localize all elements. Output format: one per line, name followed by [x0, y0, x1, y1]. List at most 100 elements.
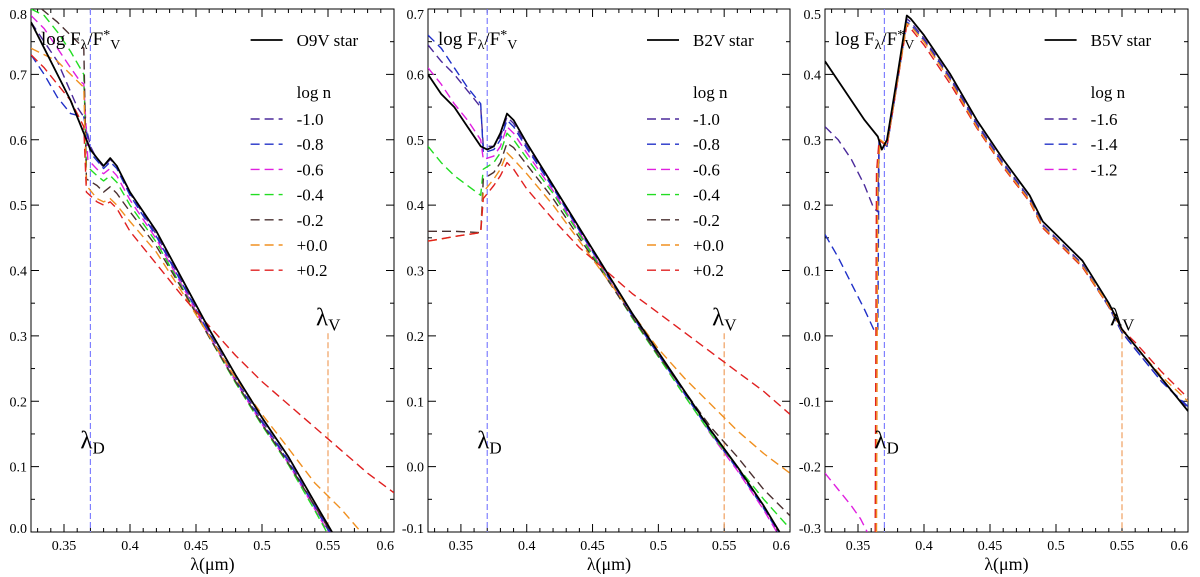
series-line-b5v-star — [825, 14, 1188, 412]
lambda-d-label: λD — [874, 427, 898, 457]
y-tick-label: 0.8 — [10, 8, 28, 23]
y-axis-title: log Fλ/F*V — [438, 28, 517, 53]
legend-entry: +0.2 — [297, 261, 328, 280]
y-tick-label: -0.1 — [402, 522, 424, 537]
y-tick-label: 0.6 — [407, 68, 425, 83]
legend-entry: -0.2 — [693, 211, 720, 230]
legend-entry: -0.2 — [297, 211, 324, 230]
panel-b2v: 0.35 0.4 0.45 0.5 0.55 0.6 -0.1 0.0 0.1 0.2 0.3 0.4… — [402, 8, 791, 575]
legend-entry: -0.8 — [693, 135, 720, 154]
x-tick-label: 0.5 — [253, 539, 271, 554]
series-line-b2v-logn-p0_0 — [428, 152, 790, 474]
y-tick-label: 0.5 — [804, 8, 822, 23]
x-tick-label: 0.5 — [1047, 539, 1065, 554]
lambda-d-label: λD — [477, 427, 501, 457]
legend-entry: +0.2 — [693, 261, 724, 280]
y-tick-label: 0.4 — [407, 199, 425, 214]
y-tick-label: 0.0 — [407, 461, 425, 476]
series-line-b5v-logn-orangemextra — [875, 22, 1188, 532]
legend-star-label: O9V star — [297, 31, 359, 50]
series-line-b5v-logn-redmextra — [874, 24, 1188, 532]
y-axis-title: log Fλ/F*V — [41, 28, 120, 53]
x-tick-label: 0.55 — [712, 539, 737, 554]
y-tick-label: 0.0 — [10, 522, 28, 537]
x-axis-title: λ(μm) — [587, 554, 631, 575]
legend-title: log n — [1091, 83, 1126, 102]
x-tick-label: 0.45 — [184, 539, 209, 554]
series-line-b2v-logn-m0_4 — [428, 132, 790, 530]
legend-entry: -0.6 — [693, 160, 720, 179]
y-tick-label: -0.3 — [799, 522, 821, 537]
legend-entry: -1.0 — [297, 110, 324, 129]
series-line-b5v-logn-m1_6 — [825, 18, 1188, 409]
x-tick-label: 0.55 — [1110, 539, 1135, 554]
x-tick-label: 0.6 — [773, 539, 791, 554]
legend-title: log n — [297, 83, 332, 102]
y-tick-label: 0.1 — [804, 265, 822, 280]
legend-title: log n — [693, 83, 728, 102]
lambda-d-label: λD — [80, 427, 104, 457]
y-tick-label: 0.1 — [10, 461, 28, 476]
legend-entry: -0.4 — [693, 186, 720, 205]
y-tick-label: 0.3 — [10, 330, 28, 345]
x-tick-label: 0.35 — [52, 539, 77, 554]
series-line-o9v-logn-m0_2 — [41, 9, 332, 532]
series-line-o9v-logn-p0_0 — [31, 47, 362, 532]
x-tick-label: 0.55 — [316, 539, 341, 554]
x-axis-title: λ(μm) — [190, 554, 234, 575]
y-axis-title: log Fλ/F*V — [835, 28, 914, 53]
y-tick-label: 0.6 — [10, 134, 28, 149]
x-tick-label: 0.6 — [1171, 539, 1189, 554]
legend-star-label: B5V star — [1091, 31, 1152, 50]
y-tick-label: 0.3 — [804, 134, 822, 149]
x-tick-label: 0.45 — [580, 539, 605, 554]
x-tick-label: 0.4 — [518, 539, 536, 554]
y-tick-label: 0.1 — [407, 395, 425, 410]
legend-entry: -1.0 — [693, 110, 720, 129]
series-line-b2v-logn-p0_2 — [428, 161, 790, 415]
series-line-b2v-logn-m0_2 — [428, 142, 790, 517]
series-line-b2v-logn-m0_8 — [428, 34, 779, 532]
lambda-v-label: λV — [712, 304, 737, 334]
series-line-o9v-logn-m0_4 — [31, 9, 328, 532]
y-tick-label: -0.2 — [799, 461, 821, 476]
x-tick-label: 0.35 — [449, 539, 474, 554]
x-tick-label: 0.35 — [846, 539, 871, 554]
series-line-b5v-logn-m1_2 — [825, 472, 868, 532]
legend-entry: -0.6 — [297, 160, 324, 179]
series-line-o9v-logn-m0_8 — [31, 54, 330, 532]
lambda-v-label: λV — [316, 304, 341, 334]
legend-entry: -1.6 — [1091, 110, 1118, 129]
series-line-b2v-star — [428, 73, 781, 532]
lambda-v-label: λV — [1110, 304, 1135, 334]
y-tick-label: 0.4 — [804, 68, 822, 83]
y-tick-label: 0.5 — [10, 199, 28, 214]
y-tick-label: 0.2 — [804, 199, 822, 214]
y-tick-label: 0.5 — [407, 134, 425, 149]
legend-entry: +0.0 — [693, 236, 724, 255]
legend-star-label: B2V star — [693, 31, 754, 50]
y-tick-label: 0.2 — [10, 395, 28, 410]
legend-entry: -1.2 — [1091, 160, 1118, 179]
series-line-b2v-logn-m1_0 — [428, 44, 781, 532]
x-tick-label: 0.5 — [650, 539, 668, 554]
x-axis-title: λ(μm) — [984, 554, 1028, 575]
x-tick-label: 0.4 — [121, 539, 139, 554]
y-tick-label: 0.0 — [804, 330, 822, 345]
x-tick-label: 0.6 — [377, 539, 395, 554]
x-tick-label: 0.4 — [915, 539, 933, 554]
x-tick-label: 0.45 — [978, 539, 1003, 554]
legend-entry: -0.4 — [297, 186, 324, 205]
y-tick-label: 0.2 — [407, 330, 425, 345]
series-line-o9v-star — [31, 21, 333, 532]
legend-entry: +0.0 — [297, 236, 328, 255]
panel-o9v: 0.35 0.4 0.45 0.5 0.55 0.6 0.0 0.1 0.2 0.3 0.4 0.5 0… — [10, 8, 395, 575]
legend-entry: -1.4 — [1091, 135, 1118, 154]
y-tick-label: 0.7 — [10, 68, 28, 83]
series-line-b5v-logn-m1_4 — [825, 21, 1188, 408]
y-tick-label: 0.7 — [407, 8, 425, 23]
y-tick-label: 0.4 — [10, 265, 28, 280]
panel-b5v: 0.35 0.4 0.45 0.5 0.55 0.6 -0.3 -0.2 -0.1 0.0 0.1 0… — [799, 8, 1189, 575]
y-tick-label: -0.1 — [799, 395, 821, 410]
